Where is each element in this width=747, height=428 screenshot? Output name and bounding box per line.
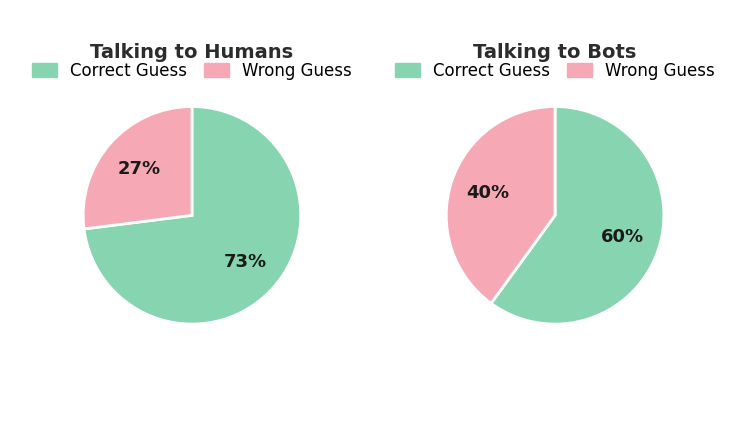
Wedge shape xyxy=(491,107,664,324)
Legend: Correct Guess, Wrong Guess: Correct Guess, Wrong Guess xyxy=(388,55,722,86)
Wedge shape xyxy=(446,107,555,303)
Text: 60%: 60% xyxy=(601,228,644,246)
Wedge shape xyxy=(83,107,192,229)
Title: Talking to Bots: Talking to Bots xyxy=(474,44,636,62)
Wedge shape xyxy=(84,107,301,324)
Legend: Correct Guess, Wrong Guess: Correct Guess, Wrong Guess xyxy=(25,55,359,86)
Title: Talking to Humans: Talking to Humans xyxy=(90,44,294,62)
Text: 40%: 40% xyxy=(466,184,509,202)
Text: 73%: 73% xyxy=(223,253,267,271)
Text: 27%: 27% xyxy=(117,160,161,178)
